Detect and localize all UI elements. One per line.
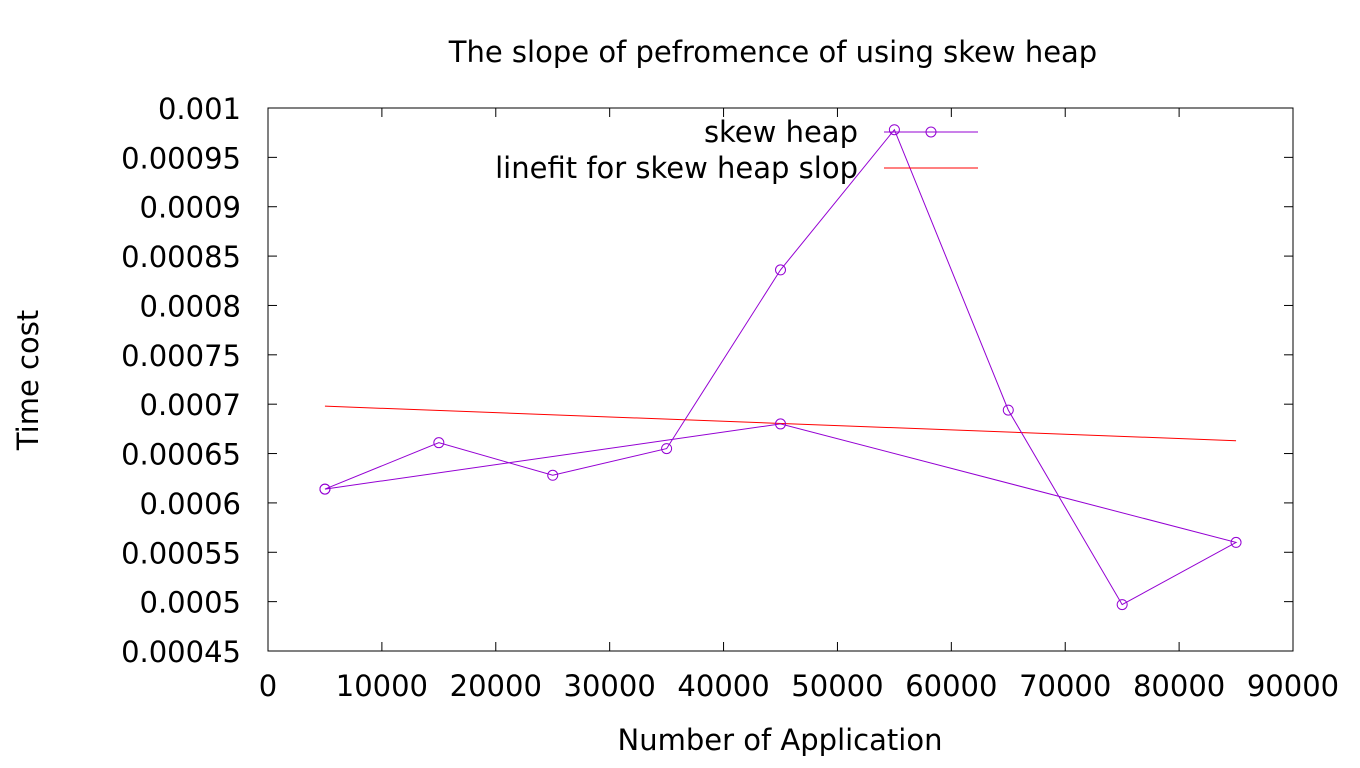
y-tick-label: 0.0005	[140, 586, 241, 620]
x-tick-label: 30000	[564, 669, 656, 703]
chart-title: The slope of pefromence of using skew he…	[448, 35, 1097, 69]
skew-heap-point	[1116, 599, 1128, 611]
x-axis-title: Number of Application	[618, 723, 943, 757]
y-axis-title: Time cost	[11, 310, 45, 451]
y-tick-label: 0.00055	[121, 536, 241, 570]
x-tick-label: 70000	[1019, 669, 1111, 703]
skew-heap-point	[547, 469, 559, 481]
skew-heap-point	[775, 264, 786, 276]
axis-ticks: 0 10000 20000 30000 40000 50000 60000 70000 8000…	[121, 92, 1339, 703]
x-tick-label: 0	[259, 669, 277, 703]
y-tick-label: 0.00065	[121, 438, 241, 472]
y-tick-label: 0.00075	[121, 339, 241, 373]
skew-heap-point	[888, 124, 900, 136]
y-tick-label: 0.00045	[121, 635, 241, 669]
legend-label: skew heap	[704, 115, 858, 149]
y-tick-label: 0.0006	[140, 487, 241, 521]
legend-label: linefit for skew heap slop	[495, 151, 858, 185]
skew-heap-point	[775, 418, 786, 430]
skew-heap-point	[1230, 536, 1242, 548]
y-tick-label: 0.00095	[121, 141, 241, 175]
x-tick-label: 90000	[1247, 669, 1339, 703]
x-tick-label: 40000	[677, 669, 769, 703]
skew-heap-series	[319, 124, 1242, 611]
y-tick-label: 0.001	[158, 92, 241, 126]
x-tick-label: 50000	[791, 669, 883, 703]
skew-heap-point	[319, 483, 331, 495]
x-tick-label: 20000	[450, 669, 542, 703]
y-tick-label: 0.00085	[121, 240, 241, 274]
x-tick-label: 60000	[905, 669, 997, 703]
plot-frame	[267, 107, 1294, 652]
legend-marker	[925, 126, 937, 138]
skew-heap-point	[433, 437, 445, 449]
x-tick-label: 10000	[336, 669, 428, 703]
skew-heap-point	[1002, 404, 1014, 416]
y-tick-label: 0.0009	[140, 191, 241, 225]
y-tick-label: 0.0008	[140, 289, 241, 323]
y-tick-label: 0.0007	[140, 388, 241, 422]
skew-heap-line	[324, 128, 1238, 606]
x-tick-label: 80000	[1133, 669, 1225, 703]
skew-heap-point	[661, 443, 673, 455]
